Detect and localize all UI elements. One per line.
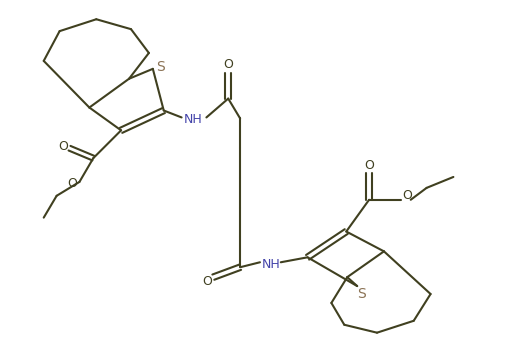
Text: O: O bbox=[364, 159, 374, 172]
Text: O: O bbox=[402, 189, 412, 202]
Text: NH: NH bbox=[184, 113, 203, 126]
Text: O: O bbox=[67, 178, 78, 190]
Text: S: S bbox=[156, 60, 165, 74]
Text: O: O bbox=[223, 58, 233, 71]
Text: NH: NH bbox=[262, 258, 280, 271]
Text: O: O bbox=[202, 275, 213, 288]
Text: S: S bbox=[357, 287, 365, 301]
Text: O: O bbox=[59, 140, 68, 153]
